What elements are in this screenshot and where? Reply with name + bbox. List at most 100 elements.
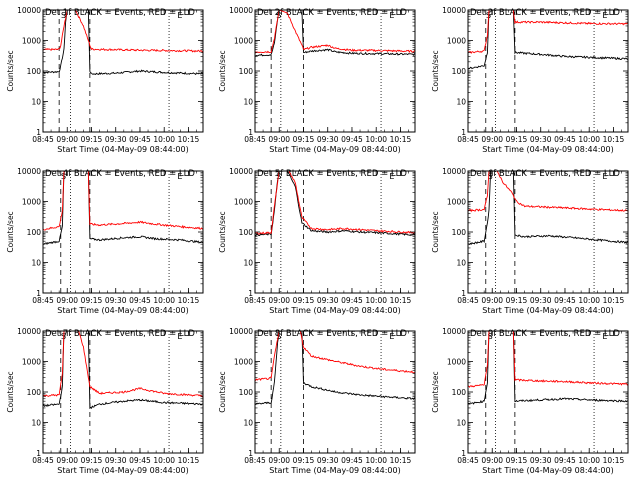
x-tick-label: 09:45 (341, 135, 363, 144)
x-tick-label: 09:30 (530, 456, 552, 465)
y-tick-label: 1000 (447, 198, 466, 207)
y-tick-label: 10 (243, 259, 253, 268)
x-tick-label: 09:30 (317, 135, 339, 144)
x-tick-label: 08:45 (244, 296, 266, 305)
x-tick-label: 09:00 (268, 296, 290, 305)
x-tick-label: 08:45 (32, 135, 54, 144)
series-group (468, 171, 628, 245)
series-line-lld (43, 171, 203, 231)
x-tick-label: 10:15 (603, 135, 625, 144)
y-tick-label: 10000 (229, 327, 253, 336)
y-tick-label: 1 (461, 449, 466, 458)
series-line-lld (255, 331, 415, 381)
x-tick-label: 09:00 (56, 135, 78, 144)
y-tick-label: 100 (27, 388, 42, 397)
x-axis-label: Start Time (04-May-09 08:44:00) (269, 466, 400, 475)
x-tick-label: 09:00 (481, 296, 503, 305)
y-tick-label: 10 (31, 419, 41, 428)
x-tick-label: 09:15 (81, 456, 103, 465)
series-group (43, 10, 203, 76)
x-tick-label: 10:15 (390, 296, 412, 305)
x-axis-label: Start Time (04-May-09 08:44:00) (269, 306, 400, 315)
plot-frame (467, 330, 629, 454)
x-tick-label: 09:45 (554, 135, 576, 144)
y-tick-label: 1 (248, 449, 253, 458)
x-tick-label: 09:15 (506, 135, 528, 144)
x-tick-label: 09:45 (129, 456, 151, 465)
x-tick-label: 09:45 (341, 296, 363, 305)
x-tick-label: 08:45 (457, 456, 479, 465)
y-tick-label: 10 (456, 98, 466, 107)
x-tick-label: 09:30 (530, 135, 552, 144)
marker-e-label: E (602, 172, 607, 181)
chart-title: Det 3f BLACK = Events, RED = LLD (470, 8, 620, 18)
chart-title: Det 5f BLACK = Events, RED = LLD (257, 169, 407, 179)
series-line-events (468, 171, 628, 245)
y-axis-label: Counts/sec (431, 211, 440, 252)
chart-title: Det 6f BLACK = Events, RED = LLD (470, 169, 620, 179)
series-line-lld (43, 10, 203, 53)
y-tick-label: 1000 (22, 358, 41, 367)
series-line-events (255, 331, 415, 405)
y-tick-label: 10 (243, 419, 253, 428)
y-tick-label: 10 (456, 419, 466, 428)
series-group (43, 331, 203, 410)
y-tick-label: 10000 (442, 6, 466, 15)
y-tick-label: 10000 (17, 327, 41, 336)
x-tick-label: 09:00 (481, 135, 503, 144)
marker-e-label: E (389, 332, 394, 341)
x-tick-label: 09:30 (105, 296, 127, 305)
x-tick-label: 09:15 (293, 135, 315, 144)
x-tick-label: 09:45 (129, 296, 151, 305)
x-tick-label: 09:00 (56, 456, 78, 465)
series-line-lld (468, 10, 628, 55)
x-tick-label: 10:00 (365, 456, 387, 465)
x-tick-label: 09:45 (554, 296, 576, 305)
y-tick-label: 100 (27, 67, 42, 76)
y-tick-label: 10000 (229, 167, 253, 176)
y-tick-label: 1000 (447, 37, 466, 46)
y-axis-label: Counts/sec (218, 371, 227, 412)
x-tick-label: 09:15 (293, 296, 315, 305)
x-axis-label: Start Time (04-May-09 08:44:00) (482, 466, 613, 475)
x-tick-label: 09:45 (129, 135, 151, 144)
series-line-events (468, 331, 628, 405)
x-tick-label: 09:30 (530, 296, 552, 305)
chart-title: Det 7f BLACK = Events, RED = LLD (45, 329, 195, 339)
y-tick-label: 1 (36, 289, 41, 298)
plot-frame (467, 170, 629, 294)
x-axis-label: Start Time (04-May-09 08:44:00) (57, 145, 188, 154)
series-line-events (255, 10, 415, 57)
x-tick-label: 10:15 (390, 135, 412, 144)
marker-s-label: S (276, 11, 281, 20)
plot-frame (254, 9, 416, 133)
y-tick-label: 10 (31, 98, 41, 107)
x-tick-label: 10:15 (603, 456, 625, 465)
y-axis-label: Counts/sec (431, 371, 440, 412)
chart-title: Det 4f BLACK = Events, RED = LLD (45, 169, 195, 179)
x-axis-label: Start Time (04-May-09 08:44:00) (482, 145, 613, 154)
chart-title: Det 2f BLACK = Events, RED = LLD (257, 8, 407, 18)
x-tick-label: 10:00 (153, 296, 175, 305)
x-tick-label: 10:00 (578, 135, 600, 144)
x-tick-label: 09:15 (506, 456, 528, 465)
x-tick-label: 09:45 (341, 456, 363, 465)
marker-e-label: E (177, 332, 182, 341)
x-tick-label: 08:45 (244, 135, 266, 144)
y-tick-label: 100 (452, 67, 467, 76)
y-tick-label: 100 (27, 228, 42, 237)
x-tick-label: 09:30 (317, 456, 339, 465)
y-tick-label: 100 (239, 228, 254, 237)
x-tick-label: 10:15 (390, 456, 412, 465)
x-tick-label: 09:15 (81, 135, 103, 144)
y-tick-label: 1 (248, 128, 253, 137)
plot-frame (42, 9, 204, 133)
x-tick-label: 09:15 (81, 296, 103, 305)
marker-e-label: E (389, 172, 394, 181)
x-tick-label: 09:00 (481, 456, 503, 465)
series-line-events (43, 10, 203, 76)
